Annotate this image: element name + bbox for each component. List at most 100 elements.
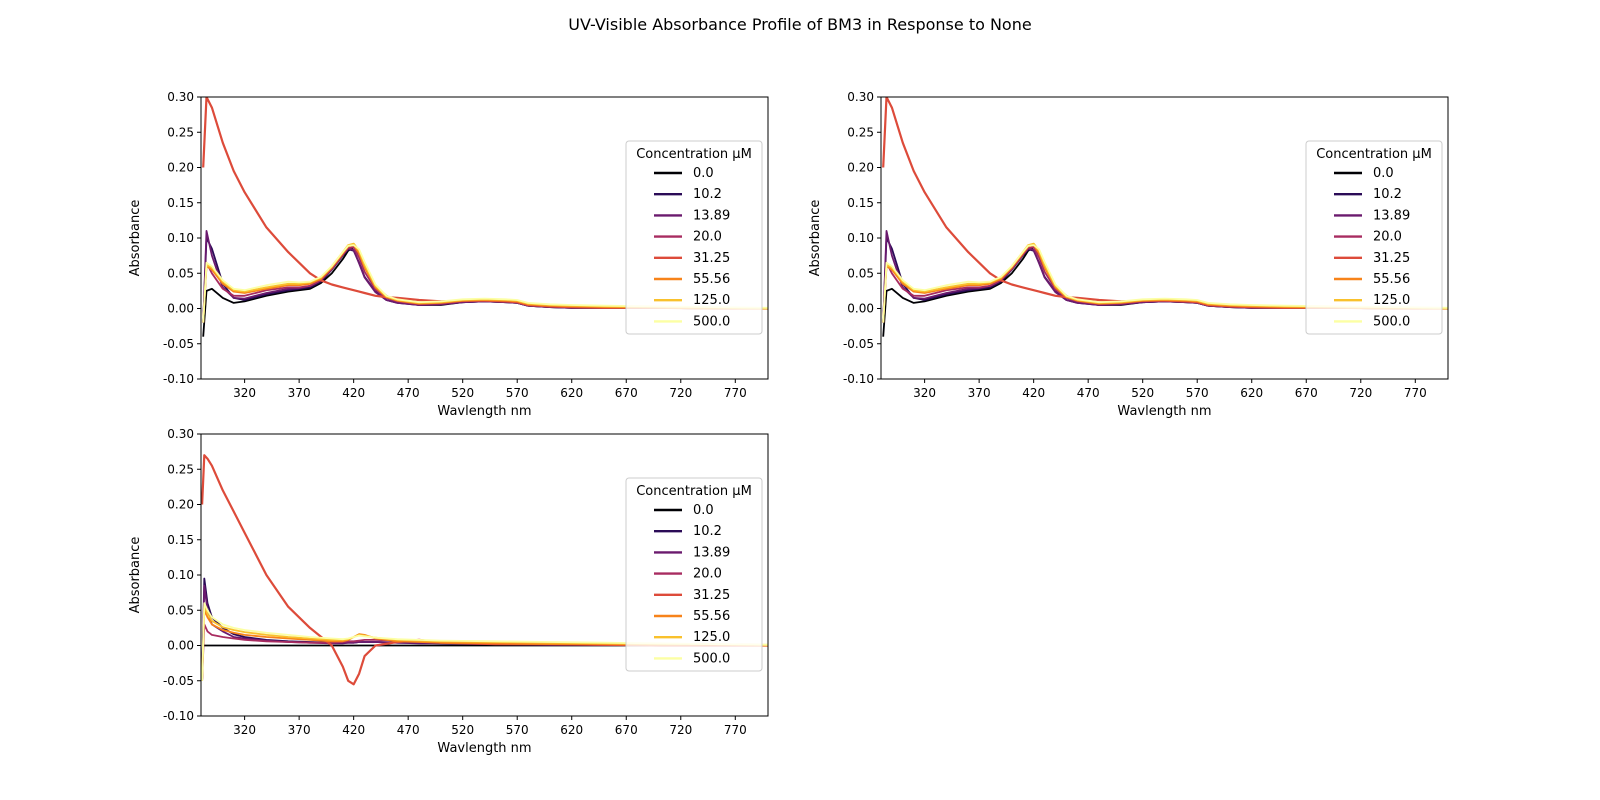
y-tick-label: 0.15: [847, 196, 874, 210]
legend-entry: 31.25: [1373, 251, 1410, 266]
y-axis-label: Absorbance: [808, 200, 823, 277]
x-tick-label: 720: [1349, 386, 1372, 400]
x-axis-label: Wavlength nm: [1117, 404, 1211, 419]
y-tick-label: 0.30: [167, 90, 194, 104]
x-tick-label: 320: [233, 386, 256, 400]
legend-entry: 0.0: [693, 503, 714, 518]
y-tick-label: -0.05: [843, 337, 874, 351]
legend: Concentration µM 0.0 10.2 13.89 20.0 31.25 55.…: [625, 140, 763, 335]
series-line-500-0: [201, 602, 768, 681]
chart-panel-1: 320 370 420 470 520 570 620 670 720 770 -0.10 -0.05…: [128, 90, 769, 419]
chart-panel-2: 320 370 420 470 520 570 620 670 720 770 -0.10 -0.05…: [808, 90, 1449, 419]
legend-box: [625, 477, 763, 672]
series-line-500-0: [882, 244, 1448, 323]
x-tick-label: 470: [397, 723, 420, 737]
x-axis-label: Wavlength nm: [437, 741, 531, 756]
figure-title: UV-Visible Absorbance Profile of BM3 in …: [568, 15, 1031, 34]
legend-entry: 31.25: [693, 251, 730, 266]
legend: Concentration µM 0.0 10.2 13.89 20.0 31.25 55.…: [1305, 140, 1443, 335]
legend-title: Concentration µM: [636, 147, 752, 162]
y-tick-label: 0.30: [847, 90, 874, 104]
plot-area: [882, 97, 1448, 337]
x-tick-label: 620: [1240, 386, 1263, 400]
y-tick-label: 0.20: [167, 161, 194, 175]
x-tick-label: 370: [288, 386, 311, 400]
series-line-500-0: [202, 244, 768, 323]
y-tick-label: 0.25: [167, 462, 194, 476]
legend-entry: 500.0: [1373, 314, 1410, 329]
legend-entry: 20.0: [693, 230, 722, 245]
x-tick-label: 770: [724, 723, 747, 737]
legend-entry: 0.0: [1373, 166, 1394, 181]
panels: 320 370 420 470 520 570 620 670 720 770 -0.10 -0.05…: [128, 90, 1449, 756]
x-tick-label: 420: [342, 386, 365, 400]
legend-entry: 20.0: [1373, 230, 1402, 245]
legend-entry: 10.2: [693, 187, 722, 202]
legend-entry: 55.56: [693, 609, 730, 624]
x-tick-label: 670: [615, 723, 638, 737]
y-tick-label: 0.10: [167, 568, 194, 582]
x-tick-label: 520: [451, 386, 474, 400]
x-tick-label: 470: [1077, 386, 1100, 400]
legend-entry: 10.2: [693, 524, 722, 539]
legend-entry: 20.0: [693, 567, 722, 582]
plot-area: [202, 97, 768, 337]
x-tick-label: 570: [506, 386, 529, 400]
y-tick-label: 0.30: [167, 427, 194, 441]
legend-entry: 55.56: [693, 272, 730, 287]
x-tick-label: 670: [1295, 386, 1318, 400]
x-tick-label: 620: [560, 386, 583, 400]
y-tick-label: 0.05: [167, 603, 194, 617]
y-tick-label: -0.05: [163, 674, 194, 688]
y-tick-label: 0.25: [167, 125, 194, 139]
x-tick-label: 770: [1404, 386, 1427, 400]
legend-entry: 500.0: [693, 651, 730, 666]
x-tick-label: 520: [1131, 386, 1154, 400]
legend: Concentration µM 0.0 10.2 13.89 20.0 31.25 55.…: [625, 477, 763, 672]
legend-entry: 500.0: [693, 314, 730, 329]
y-tick-label: 0.05: [847, 266, 874, 280]
y-tick-label: -0.10: [163, 372, 194, 386]
y-tick-label: 0.05: [167, 266, 194, 280]
y-tick-label: 0.00: [847, 302, 874, 316]
legend-entry: 125.0: [693, 293, 730, 308]
legend-entry: 10.2: [1373, 187, 1402, 202]
legend-entry: 0.0: [693, 166, 714, 181]
x-axis-label: Wavlength nm: [437, 404, 531, 419]
legend-box: [1305, 140, 1443, 335]
chart-panel-3: 320 370 420 470 520 570 620 670 720 770 -0.10 -0.05…: [128, 427, 769, 756]
y-tick-label: 0.10: [167, 231, 194, 245]
x-tick-label: 570: [1186, 386, 1209, 400]
x-tick-label: 320: [233, 723, 256, 737]
y-tick-label: 0.20: [847, 161, 874, 175]
y-axis-label: Absorbance: [128, 200, 143, 277]
x-tick-label: 470: [397, 386, 420, 400]
y-tick-label: 0.00: [167, 302, 194, 316]
x-tick-label: 620: [560, 723, 583, 737]
x-tick-label: 320: [913, 386, 936, 400]
y-tick-label: 0.15: [167, 533, 194, 547]
legend-entry: 31.25: [693, 588, 730, 603]
legend-title: Concentration µM: [1316, 147, 1432, 162]
y-tick-label: 0.15: [167, 196, 194, 210]
y-tick-label: -0.10: [163, 709, 194, 723]
y-tick-label: 0.20: [167, 498, 194, 512]
legend-title: Concentration µM: [636, 484, 752, 499]
legend-entry: 13.89: [693, 208, 730, 223]
x-tick-label: 570: [506, 723, 529, 737]
x-tick-label: 770: [724, 386, 747, 400]
y-axis-label: Absorbance: [128, 537, 143, 614]
y-tick-label: 0.00: [167, 639, 194, 653]
legend-entry: 125.0: [693, 630, 730, 645]
legend-entry: 55.56: [1373, 272, 1410, 287]
y-tick-label: -0.05: [163, 337, 194, 351]
y-tick-label: 0.10: [847, 231, 874, 245]
x-tick-label: 720: [669, 723, 692, 737]
x-tick-label: 370: [288, 723, 311, 737]
x-tick-label: 670: [615, 386, 638, 400]
y-tick-label: -0.10: [843, 372, 874, 386]
legend-entry: 125.0: [1373, 293, 1410, 308]
x-tick-label: 420: [342, 723, 365, 737]
legend-entry: 13.89: [1373, 208, 1410, 223]
